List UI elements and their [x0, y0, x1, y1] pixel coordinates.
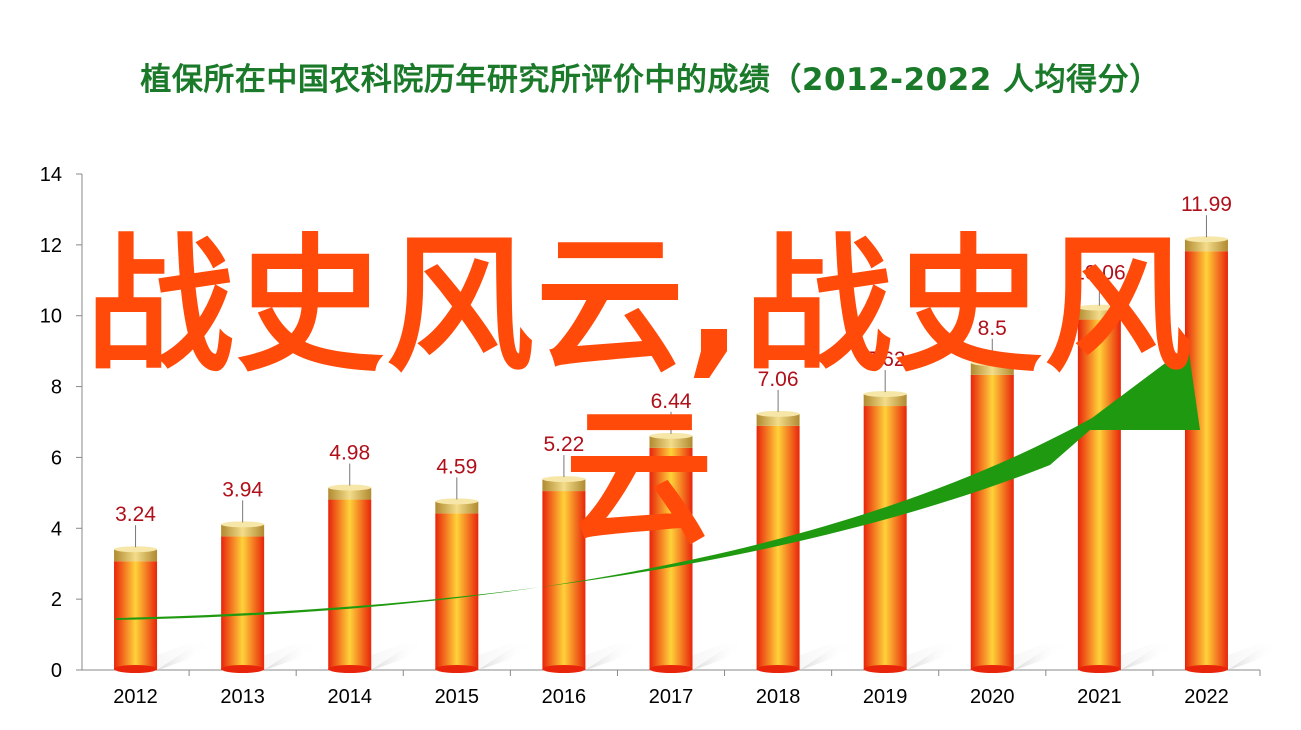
data-label: 8.5: [978, 317, 1007, 340]
bar: [1077, 319, 1121, 670]
data-label: 7.06: [758, 368, 799, 391]
y-tick-label: 8: [51, 377, 62, 399]
bar-cap-top: [1184, 236, 1228, 243]
bar-cap: [863, 394, 907, 407]
bar-cap: [221, 524, 265, 537]
bar: [649, 447, 693, 670]
bar-cap: [435, 501, 479, 514]
bar-cap-top: [863, 391, 907, 398]
data-label: 3.94: [222, 478, 263, 501]
data-label: 3.24: [115, 503, 156, 526]
data-label: 4.98: [329, 442, 370, 465]
bar-base: [1077, 665, 1121, 673]
x-tick-label: 2015: [435, 686, 480, 708]
bar-cap: [1077, 307, 1121, 320]
x-tick-label: 2014: [327, 686, 372, 708]
bar: [1184, 251, 1228, 670]
bar-cap: [542, 479, 586, 492]
bar-base: [435, 665, 479, 673]
bar: [328, 499, 372, 670]
bar-cap-top: [756, 410, 800, 417]
x-tick-label: 2016: [542, 686, 587, 708]
x-tick-label: 2017: [649, 686, 694, 708]
bar: [542, 491, 586, 670]
bar-cap-top: [970, 359, 1014, 366]
y-tick-label: 4: [51, 518, 62, 540]
y-tick-label: 2: [51, 589, 62, 611]
bar: [221, 536, 265, 670]
bar-base: [221, 665, 265, 673]
y-tick-label: 6: [51, 447, 62, 469]
chart-title: 植保所在中国农科院历年研究所评价中的成绩（2012-2022 人均得分）: [140, 62, 1161, 98]
x-tick-label: 2021: [1077, 686, 1122, 708]
bar-cap-top: [221, 521, 265, 528]
bar-base: [542, 665, 586, 673]
bar-base: [649, 665, 693, 673]
data-label: 6.44: [651, 390, 692, 413]
bar-base: [970, 665, 1014, 673]
bar-base: [114, 665, 158, 673]
bar: [863, 406, 907, 670]
x-tick-label: 2012: [113, 686, 158, 708]
bar-base: [863, 665, 907, 673]
y-tick-label: 12: [40, 235, 62, 257]
data-label: 4.59: [436, 455, 477, 478]
data-label: 5.22: [543, 433, 584, 456]
x-tick-label: 2019: [863, 686, 908, 708]
bar-cap: [328, 487, 372, 500]
x-tick-label: 2022: [1184, 686, 1229, 708]
x-tick-label: 2018: [756, 686, 801, 708]
bar-cap-top: [1077, 304, 1121, 311]
bar-base: [756, 665, 800, 673]
x-tick-label: 2020: [970, 686, 1015, 708]
bar-cap-top: [114, 546, 158, 553]
bar-cap-top: [328, 484, 372, 491]
y-tick-label: 10: [40, 306, 62, 328]
bar: [114, 561, 158, 670]
bar-base: [328, 665, 372, 673]
trend-arrow: [115, 346, 1201, 620]
bar-cap: [1184, 239, 1228, 252]
bar-cap: [756, 413, 800, 426]
data-label: 11.99: [1181, 193, 1232, 216]
y-tick-label: 14: [40, 164, 62, 186]
bar-base: [1184, 665, 1228, 673]
y-tick-label: 0: [51, 660, 62, 682]
bar-cap: [649, 435, 693, 448]
bar-cap-top: [542, 476, 586, 483]
bar-cap-top: [649, 432, 693, 439]
bar-cap: [114, 549, 158, 562]
bar-cap: [970, 362, 1014, 375]
data-label: 7.62: [865, 348, 906, 371]
data-label: 10.06: [1073, 262, 1126, 285]
bar-cap-top: [435, 498, 479, 505]
x-tick-label: 2013: [220, 686, 265, 708]
bar: [970, 374, 1014, 670]
bar: [435, 513, 479, 670]
